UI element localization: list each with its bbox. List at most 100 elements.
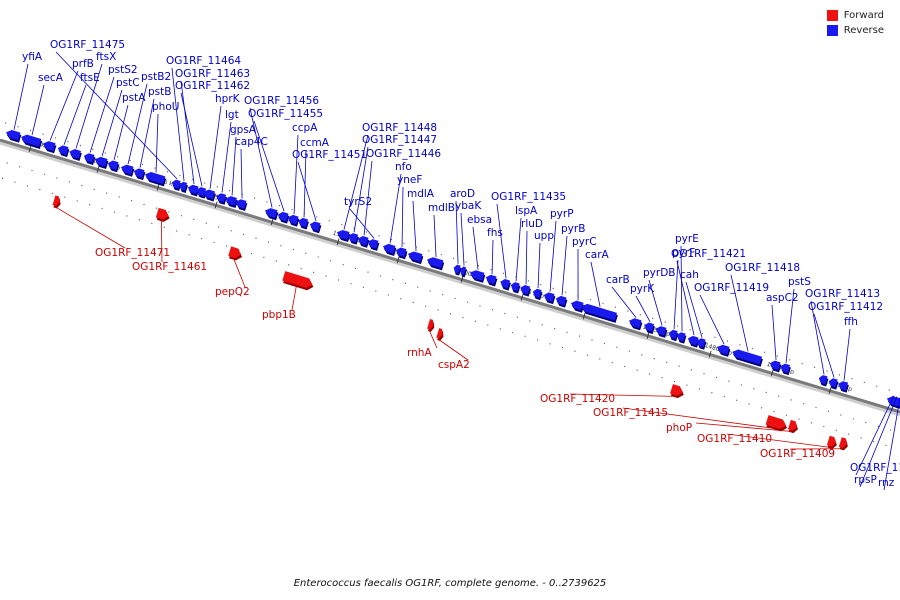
gene-label-lspa[interactable]: lspA (515, 205, 538, 217)
gene-label-og1rf-11461[interactable]: OG1RF_11461 (132, 261, 207, 273)
gene-label-pyrp[interactable]: pyrP (550, 208, 574, 220)
gene-og1rf-11435[interactable] (499, 278, 512, 291)
gene-label-phou[interactable]: phoU (152, 101, 179, 113)
gene-phou[interactable] (143, 171, 167, 187)
gene-ebsa[interactable] (468, 269, 486, 283)
gene-ftse[interactable] (56, 144, 70, 158)
gene-label-rnz[interactable]: rnz (878, 477, 895, 489)
gene-label-og1rf-11464[interactable]: OG1RF_11464 (166, 55, 241, 67)
gene-label-phop[interactable]: phoP (666, 422, 692, 434)
gene-label-psts2[interactable]: pstS2 (108, 64, 138, 76)
gene-tyrs2[interactable] (366, 238, 380, 251)
gene-label-seca[interactable]: secA (38, 72, 64, 84)
gene-og1rf-11456[interactable] (263, 207, 279, 221)
gene-pepq2[interactable] (228, 246, 244, 261)
gene-label-og1rf-11421[interactable]: OG1RF_11421 (671, 248, 746, 260)
gene-og1rf-11464[interactable] (178, 181, 189, 194)
gene-label-mdla[interactable]: mdlA (407, 188, 435, 200)
gene-aspc2[interactable] (768, 359, 782, 373)
gene-hprk[interactable] (202, 188, 217, 202)
gene-og1rf-11410[interactable] (826, 435, 839, 450)
gene-ybak[interactable] (458, 266, 468, 278)
gene-phop[interactable] (787, 419, 800, 434)
gene-lgt[interactable] (215, 192, 228, 205)
gene-lspa[interactable] (509, 281, 521, 294)
gene-og1rf-11420[interactable] (669, 384, 685, 399)
legend-forward[interactable]: Forward (826, 8, 884, 23)
gene-label-ynef[interactable]: yneF (397, 174, 422, 186)
gene-label-og1rf-11455[interactable]: OG1RF_11455 (248, 108, 323, 120)
gene-label-tyrs2[interactable]: tyrS2 (344, 196, 372, 208)
gene-og1rf-11463[interactable] (186, 184, 200, 197)
gene-psts2[interactable] (82, 152, 96, 165)
gene-label-psts[interactable]: pstS (788, 276, 811, 288)
gene-cap4c[interactable] (234, 198, 248, 211)
gene-label-pyrc[interactable]: pyrC (572, 236, 597, 248)
gene-label-og1rf-11409[interactable]: OG1RF_11409 (760, 448, 835, 460)
gene-label-pyre[interactable]: pyrE (675, 233, 699, 245)
gene-pstb[interactable] (132, 167, 146, 181)
gene-og1rf-11475[interactable] (170, 179, 182, 191)
gene-label-nfo[interactable]: nfo (395, 161, 412, 173)
gene-pyre[interactable] (675, 331, 687, 344)
gene-label-og1rf-11410[interactable]: OG1RF_11410 (697, 433, 772, 445)
gene-fhs[interactable] (484, 274, 498, 287)
gene-label-rlud[interactable]: rluD (521, 218, 543, 230)
gene-pyrc[interactable] (569, 299, 585, 313)
gene-label-pbp1b[interactable]: pbp1B (262, 309, 296, 321)
gene-label-og1rf-11463[interactable]: OG1RF_11463 (175, 68, 250, 80)
gene-label-upp[interactable]: upp (534, 230, 554, 242)
gene-og1rf-11461[interactable] (155, 207, 171, 223)
gene-psta[interactable] (106, 159, 120, 173)
gene-label-og1rf-11456[interactable]: OG1RF_11456 (244, 95, 319, 107)
gene-label-og1rf-11408[interactable]: OG1RF_11408 (850, 462, 900, 474)
gene-label-gpsa[interactable]: gpsA (230, 124, 257, 136)
gene-label-pyrdb[interactable]: pyrDB (643, 267, 675, 279)
gene-label-pyrk[interactable]: pyrK (630, 283, 655, 295)
gene-label-fhs[interactable]: fhs (487, 227, 503, 239)
gene-pyrk[interactable] (643, 321, 656, 335)
gene-og1rf-11413[interactable] (817, 374, 829, 387)
gene-og1rf-11418[interactable] (730, 348, 763, 367)
gene-label-yfia[interactable]: yfiA (22, 51, 43, 63)
gene-nfo[interactable] (381, 242, 397, 256)
gene-pstb2[interactable] (119, 163, 135, 177)
gene-prfb[interactable] (41, 140, 57, 154)
legend-reverse[interactable]: Reverse (826, 23, 884, 38)
gene-og1rf-11471[interactable] (52, 195, 63, 209)
gene-label-prfb[interactable]: prfB (72, 58, 94, 70)
gene-label-og1rf-11420[interactable]: OG1RF_11420 (540, 393, 615, 405)
gene-ynef[interactable] (394, 246, 408, 260)
gene-label-pyrf[interactable]: pyrF (672, 247, 695, 259)
gene-label-lgt[interactable]: lgt (225, 109, 239, 121)
gene-label-og1rf-11471[interactable]: OG1RF_11471 (95, 247, 170, 259)
gene-label-rpsp[interactable]: rpsP (854, 474, 877, 486)
gene-pyrb[interactable] (554, 295, 568, 308)
gene-label-rnha[interactable]: rnhA (407, 347, 432, 359)
gene-label-og1rf-11451[interactable]: OG1RF_11451 (292, 149, 367, 161)
gene-gpsa[interactable] (224, 195, 239, 209)
gene-og1rf-11455[interactable] (276, 211, 290, 224)
gene-label-pstb2[interactable]: pstB2 (141, 71, 171, 83)
gene-og1rf-11448[interactable] (335, 229, 351, 243)
gene-ftsx[interactable] (68, 148, 83, 161)
gene-label-og1rf-11475[interactable]: OG1RF_11475 (50, 39, 125, 51)
gene-label-cspa2[interactable]: cspA2 (438, 359, 470, 371)
gene-pyrf[interactable] (667, 329, 679, 342)
gene-label-aspc2[interactable]: aspC2 (766, 292, 799, 304)
gene-label-ccpa[interactable]: ccpA (292, 122, 318, 134)
gene-label-cah[interactable]: cah (680, 269, 699, 281)
gene-pbp1b[interactable] (282, 271, 316, 292)
gene-pyrdb[interactable] (654, 325, 668, 338)
gene-label-ffh[interactable]: ffh (844, 316, 858, 328)
gene-ccma[interactable] (297, 217, 310, 230)
gene-rnha[interactable] (427, 319, 437, 332)
gene-rlud[interactable] (519, 284, 532, 297)
gene-og1rf-11421[interactable] (686, 335, 700, 348)
gene-cah[interactable] (695, 337, 707, 350)
gene-carb[interactable] (627, 317, 643, 331)
gene-label-og1rf-11412[interactable]: OG1RF_11412 (808, 301, 883, 313)
gene-label-ybak[interactable]: ybaK (455, 200, 482, 212)
gene-label-og1rf-11415[interactable]: OG1RF_11415 (593, 407, 668, 419)
gene-seca[interactable] (19, 133, 43, 149)
